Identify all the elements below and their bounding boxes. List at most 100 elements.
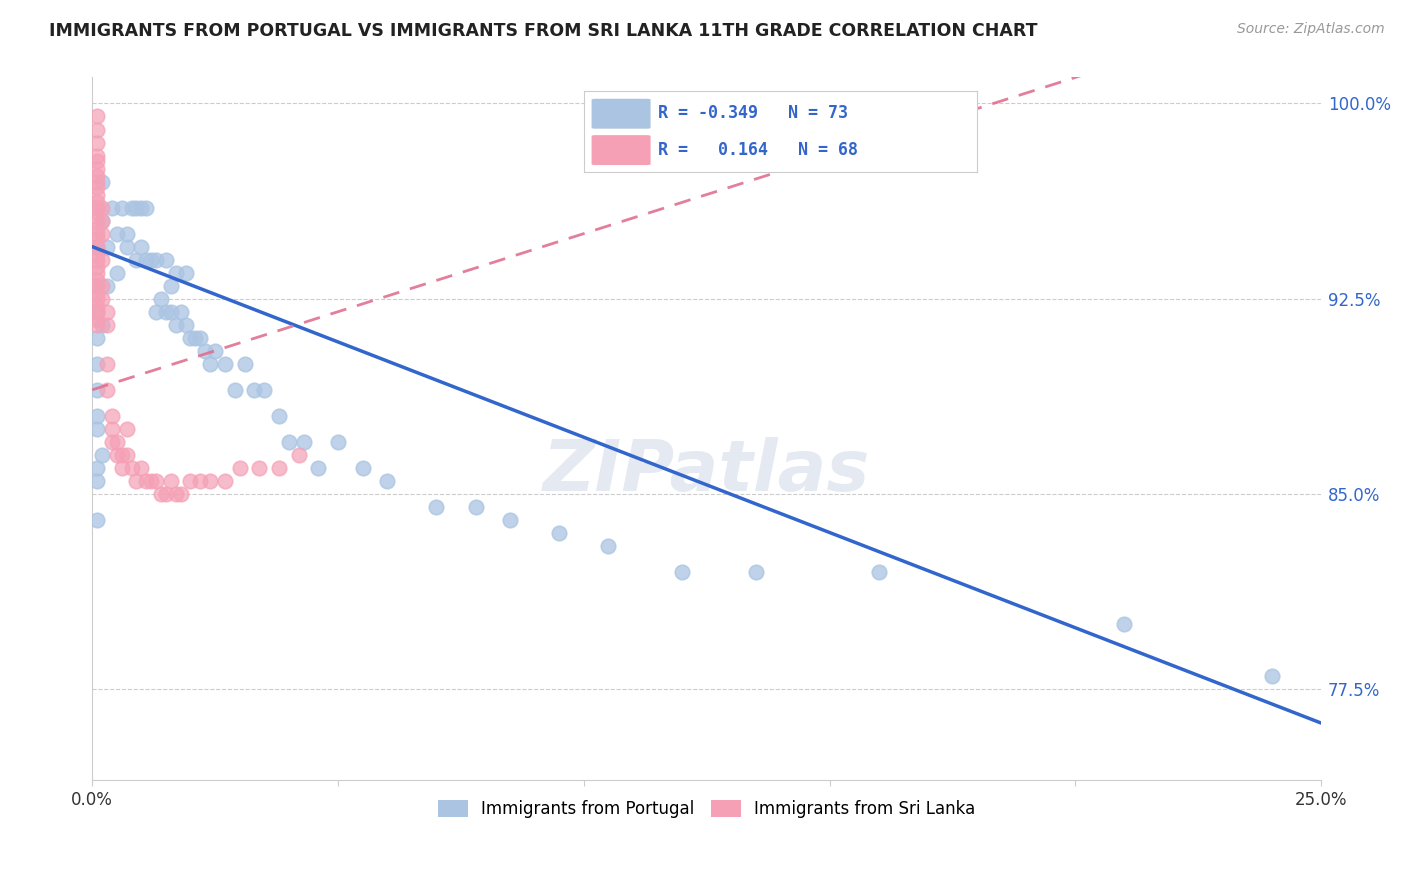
- Point: [131, 461, 153, 475]
- Point: [159, 304, 181, 318]
- Point: [243, 383, 266, 397]
- Point: [204, 343, 226, 358]
- Point: [247, 461, 270, 475]
- Point: [375, 474, 398, 488]
- Point: [464, 500, 486, 514]
- Point: [307, 461, 329, 475]
- Point: [86, 318, 108, 332]
- Point: [91, 278, 114, 293]
- Point: [86, 286, 108, 301]
- Point: [111, 201, 134, 215]
- Point: [121, 201, 143, 215]
- Text: Source: ZipAtlas.com: Source: ZipAtlas.com: [1237, 22, 1385, 37]
- Point: [91, 213, 114, 227]
- Point: [169, 304, 191, 318]
- Point: [125, 474, 148, 488]
- Point: [165, 487, 187, 501]
- Point: [86, 247, 108, 261]
- Point: [86, 240, 108, 254]
- Point: [101, 409, 124, 423]
- Point: [86, 240, 108, 254]
- Point: [86, 169, 108, 184]
- Point: [214, 357, 236, 371]
- Point: [115, 448, 138, 462]
- Point: [425, 500, 447, 514]
- Point: [169, 487, 191, 501]
- Point: [145, 304, 167, 318]
- Point: [86, 273, 108, 287]
- Point: [86, 300, 108, 314]
- Point: [91, 252, 114, 267]
- Point: [86, 161, 108, 176]
- Point: [198, 357, 221, 371]
- Point: [125, 252, 148, 267]
- Point: [145, 474, 167, 488]
- Point: [91, 201, 114, 215]
- Point: [292, 434, 315, 449]
- Point: [86, 312, 108, 326]
- Point: [135, 201, 157, 215]
- Point: [135, 252, 157, 267]
- Point: [86, 409, 108, 423]
- Point: [91, 175, 114, 189]
- Point: [121, 461, 143, 475]
- Point: [598, 539, 620, 553]
- Point: [86, 227, 108, 241]
- Point: [86, 331, 108, 345]
- Point: [253, 383, 276, 397]
- Point: [159, 278, 181, 293]
- Point: [86, 206, 108, 220]
- Legend: Immigrants from Portugal, Immigrants from Sri Lanka: Immigrants from Portugal, Immigrants fro…: [432, 793, 983, 825]
- Point: [228, 461, 250, 475]
- Point: [194, 343, 217, 358]
- Point: [131, 201, 153, 215]
- Point: [671, 565, 693, 579]
- Point: [86, 175, 108, 189]
- Point: [115, 240, 138, 254]
- Point: [145, 252, 167, 267]
- Point: [96, 357, 118, 371]
- Point: [198, 474, 221, 488]
- Point: [86, 187, 108, 202]
- Point: [91, 318, 114, 332]
- Point: [86, 201, 108, 215]
- Point: [86, 513, 108, 527]
- Point: [224, 383, 246, 397]
- Text: IMMIGRANTS FROM PORTUGAL VS IMMIGRANTS FROM SRI LANKA 11TH GRADE CORRELATION CHA: IMMIGRANTS FROM PORTUGAL VS IMMIGRANTS F…: [49, 22, 1038, 40]
- Point: [86, 383, 108, 397]
- Point: [111, 448, 134, 462]
- Point: [91, 213, 114, 227]
- Point: [86, 221, 108, 235]
- Point: [214, 474, 236, 488]
- Point: [86, 148, 108, 162]
- Point: [86, 304, 108, 318]
- Point: [287, 448, 309, 462]
- Point: [86, 260, 108, 275]
- Point: [174, 266, 197, 280]
- Point: [150, 292, 173, 306]
- Point: [125, 201, 148, 215]
- Point: [188, 474, 211, 488]
- Point: [91, 448, 114, 462]
- Point: [96, 383, 118, 397]
- Point: [174, 318, 197, 332]
- Point: [86, 195, 108, 210]
- Point: [86, 461, 108, 475]
- Point: [141, 252, 163, 267]
- Point: [179, 331, 201, 345]
- Point: [86, 179, 108, 194]
- Point: [131, 240, 153, 254]
- Point: [548, 526, 571, 541]
- Point: [86, 240, 108, 254]
- Point: [105, 227, 128, 241]
- Point: [150, 487, 173, 501]
- Point: [868, 565, 890, 579]
- Point: [267, 409, 290, 423]
- Point: [115, 422, 138, 436]
- Point: [86, 278, 108, 293]
- Point: [141, 474, 163, 488]
- Point: [86, 422, 108, 436]
- Point: [165, 318, 187, 332]
- Point: [105, 266, 128, 280]
- Point: [86, 252, 108, 267]
